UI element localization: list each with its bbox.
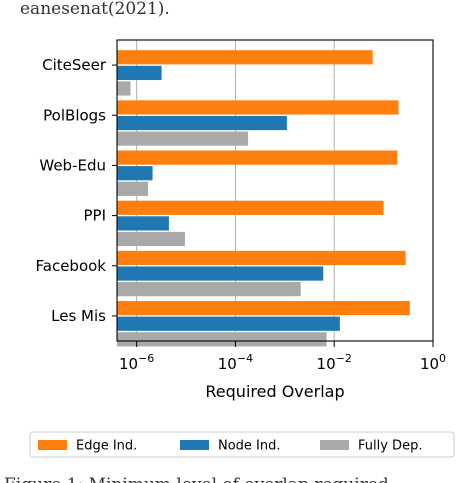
- bar: [117, 332, 327, 347]
- legend: Edge Ind. Node Ind. Fully Dep.: [29, 431, 455, 458]
- legend-label: Node Ind.: [218, 439, 281, 454]
- legend-label: Fully Dep.: [358, 439, 422, 454]
- bar: [117, 50, 373, 65]
- bar: [117, 166, 153, 181]
- bar: [117, 282, 301, 297]
- bar: [117, 316, 340, 331]
- bar: [117, 231, 185, 247]
- bar: [117, 216, 169, 231]
- category-label: Web-Edu: [39, 156, 106, 174]
- bar: [117, 131, 249, 146]
- clipped-header-text: eanesenat(2021).: [20, 0, 170, 19]
- x-tick-label: 100: [420, 352, 446, 373]
- x-tick-label: 10−4: [218, 352, 253, 373]
- category-label: PPI: [83, 207, 106, 225]
- category-label: CiteSeer: [42, 56, 107, 74]
- x-axis-title: Required Overlap: [205, 382, 344, 401]
- category-label: PolBlogs: [43, 106, 106, 124]
- bar: [117, 65, 162, 80]
- bar: [117, 115, 287, 131]
- bar: [117, 266, 324, 281]
- bar: [117, 100, 399, 115]
- legend-label: Edge Ind.: [76, 439, 137, 454]
- x-tick-label: 10−2: [317, 352, 352, 373]
- plot-frame: [116, 39, 434, 342]
- y-axis-categories: CiteSeer PolBlogs Web-Edu PPI Facebook Les Mi…: [36, 56, 117, 325]
- bar: [117, 181, 149, 196]
- category-label: Les Mis: [51, 307, 106, 325]
- legend-swatch: [38, 440, 67, 450]
- x-axis-ticks: 10−6 10−4 10−2 100: [119, 341, 446, 373]
- bar: [117, 150, 398, 165]
- category-label: Facebook: [36, 257, 107, 275]
- bar: [117, 81, 131, 96]
- bars: [117, 50, 410, 347]
- legend-swatch: [180, 440, 209, 450]
- x-tick-label: 10−6: [119, 352, 154, 373]
- bar: [117, 301, 410, 316]
- clipped-footer-text: Figure 1: Minimum level of overlap requi…: [4, 475, 389, 483]
- legend-frame: [29, 431, 455, 458]
- legend-swatch: [320, 440, 349, 450]
- bar: [117, 200, 384, 215]
- bar: [117, 250, 406, 266]
